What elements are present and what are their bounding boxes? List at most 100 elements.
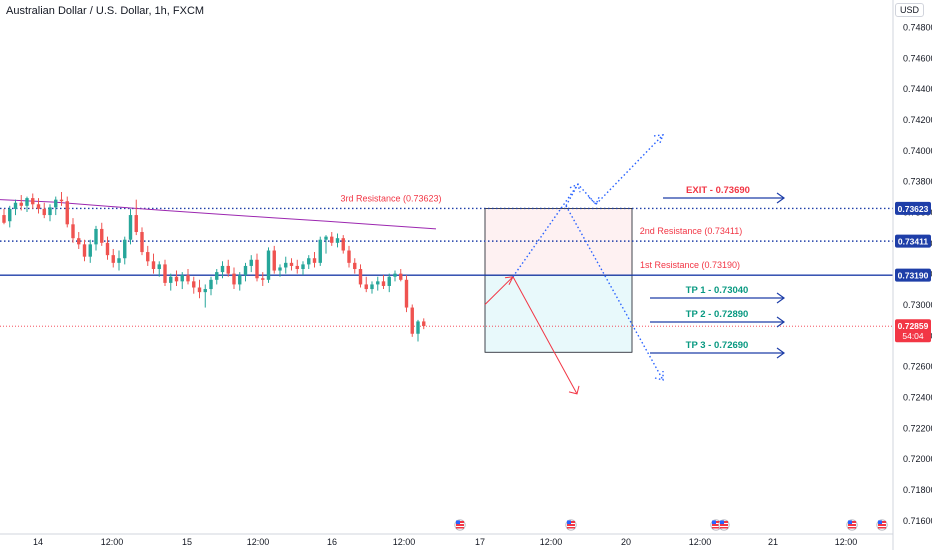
dotted-arrow-head bbox=[653, 134, 665, 144]
bear-candle bbox=[192, 281, 196, 288]
bear-candle bbox=[330, 236, 334, 243]
bear-candle bbox=[140, 232, 144, 253]
bear-candle bbox=[42, 208, 46, 216]
bear-candle bbox=[410, 307, 414, 334]
bull-candle bbox=[117, 258, 121, 263]
flag-stripe bbox=[848, 524, 856, 526]
dotted-downside-path bbox=[565, 205, 664, 381]
time-tick-label: 16 bbox=[327, 537, 337, 547]
symbol-title: Australian Dollar / U.S. Dollar, 1h, FXC… bbox=[6, 5, 205, 17]
bull-candle bbox=[209, 279, 213, 290]
bull-candle bbox=[94, 228, 98, 245]
flag-stripe bbox=[567, 524, 575, 526]
target-arrow-head bbox=[776, 192, 786, 204]
level-price-tag bbox=[895, 201, 931, 215]
resistance-label: 1st Resistance (0.73190) bbox=[640, 260, 740, 270]
current-price-value: 0.72859 bbox=[898, 321, 929, 331]
time-tick-label: 15 bbox=[182, 537, 192, 547]
target-zone[interactable] bbox=[484, 274, 633, 353]
bear-candle bbox=[71, 224, 75, 239]
bear-candle bbox=[82, 244, 87, 257]
bull-candle bbox=[370, 284, 374, 290]
bear-candle bbox=[2, 215, 6, 223]
flag-canton bbox=[567, 520, 571, 524]
candles bbox=[2, 191, 426, 342]
flag-stripe bbox=[878, 527, 886, 529]
bear-candle bbox=[134, 215, 138, 233]
bull-candle bbox=[203, 289, 207, 293]
us-flag-icon[interactable] bbox=[876, 519, 888, 531]
flag-stripe bbox=[720, 527, 728, 529]
bull-candle bbox=[54, 199, 58, 208]
time-tick-label: 12:00 bbox=[247, 537, 270, 547]
currency-selector[interactable]: USD bbox=[894, 3, 924, 17]
bear-candle bbox=[59, 199, 64, 202]
bull-candle bbox=[8, 208, 12, 222]
take-profit-label: TP 2 - 0.72890 bbox=[686, 309, 749, 320]
flag-stripe bbox=[712, 524, 720, 526]
dotted-arrow-head bbox=[654, 371, 664, 381]
bull-candle bbox=[307, 258, 311, 265]
resistance-label: 3rd Resistance (0.73623) bbox=[340, 193, 441, 203]
bear-candle bbox=[289, 262, 294, 266]
dotted-arrow-head bbox=[588, 196, 600, 206]
time-tick-label: 12:00 bbox=[835, 537, 858, 547]
flag-stripe bbox=[848, 527, 856, 529]
bear-candle bbox=[100, 228, 104, 243]
bear-candle bbox=[404, 279, 409, 308]
target-labels: EXIT - 0.73690 TP 1 - 0.73040 TP 2 - 0.728… bbox=[650, 185, 786, 359]
bull-candle bbox=[393, 273, 397, 277]
bull-candle bbox=[238, 275, 242, 285]
bull-candle bbox=[180, 275, 184, 282]
level-price-tag-text: 0.73190 bbox=[898, 271, 929, 281]
time-tick-label: 17 bbox=[475, 537, 485, 547]
bull-candle bbox=[278, 267, 282, 271]
flag-stripe bbox=[878, 524, 886, 526]
bear-candle bbox=[272, 250, 276, 271]
flag-stripe bbox=[456, 524, 464, 526]
bull-candle bbox=[157, 264, 161, 270]
bull-candle bbox=[169, 276, 173, 283]
time-tick-label: 12:00 bbox=[540, 537, 563, 547]
bear-candle bbox=[381, 281, 386, 286]
bull-candle bbox=[335, 238, 340, 243]
bull-candle bbox=[88, 244, 92, 257]
us-flag-icon[interactable] bbox=[454, 519, 466, 531]
time-tick-label: 12:00 bbox=[101, 537, 124, 547]
bear-candle bbox=[163, 264, 167, 283]
bear-candle bbox=[295, 265, 299, 270]
us-flag-icon[interactable] bbox=[718, 519, 730, 531]
flag-canton bbox=[456, 520, 460, 524]
event-flags bbox=[454, 519, 888, 531]
flag-canton bbox=[712, 520, 716, 524]
dotted-path bbox=[565, 183, 579, 207]
projection-arrows bbox=[484, 134, 665, 395]
take-profit-label: TP 3 - 0.72690 bbox=[686, 340, 749, 351]
us-flag-icon[interactable] bbox=[565, 519, 577, 531]
trade-zones bbox=[484, 208, 633, 353]
us-flag-icon[interactable] bbox=[710, 519, 722, 531]
bull-candle bbox=[13, 202, 18, 209]
time-tick-label: 21 bbox=[768, 537, 778, 547]
moving-average-line bbox=[0, 199, 437, 230]
bull-candle bbox=[48, 207, 52, 216]
flag-stripe bbox=[567, 527, 575, 529]
bull-candle bbox=[266, 250, 271, 280]
bear-candle bbox=[347, 250, 351, 263]
bar-countdown: 54:04 bbox=[902, 331, 924, 341]
us-flag-icon[interactable] bbox=[846, 519, 858, 531]
flag-canton bbox=[878, 520, 882, 524]
stop-zone[interactable] bbox=[484, 208, 633, 276]
bear-candle bbox=[174, 276, 179, 282]
